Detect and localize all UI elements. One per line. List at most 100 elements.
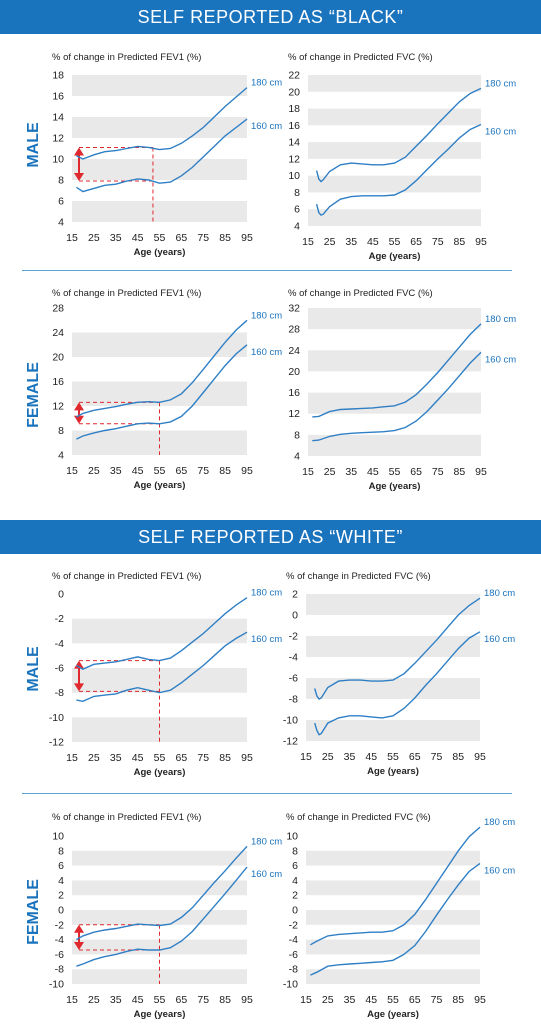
x-tick-label: 85: [452, 751, 464, 763]
x-tick-label: 45: [365, 751, 377, 763]
y-tick-label: -2: [55, 919, 64, 931]
x-tick-label: 95: [241, 994, 253, 1006]
y-tick-label: 6: [292, 860, 298, 872]
section-banner-black: SELF REPORTED AS “BLACK”: [0, 0, 541, 34]
y-tick-label: 2: [292, 589, 298, 601]
y-tick-label: -6: [55, 663, 64, 675]
y-tick-label: -4: [289, 652, 298, 664]
x-tick-label: 45: [132, 752, 144, 764]
x-tick-label: 55: [387, 994, 399, 1006]
grid-band: [306, 678, 480, 699]
y-tick-label: -10: [283, 715, 298, 727]
x-tick-label: 95: [475, 236, 487, 248]
difference-arrow-head-down: [74, 173, 84, 182]
y-tick-label: -12: [49, 737, 64, 749]
grid-band: [72, 850, 247, 866]
x-tick-label: 65: [176, 752, 188, 764]
x-tick-label: 65: [410, 466, 422, 478]
series-label: 160 cm: [485, 126, 516, 137]
series-line: [76, 118, 248, 193]
y-tick-label: -6: [289, 949, 298, 961]
series-line: [76, 87, 248, 160]
series-line: [76, 344, 248, 440]
grid-band: [72, 117, 247, 138]
y-tick-label: 12: [52, 133, 64, 145]
x-tick-label: 65: [176, 232, 188, 244]
x-tick-label: 25: [322, 751, 334, 763]
y-tick-label: 0: [292, 610, 298, 622]
y-tick-label: -6: [55, 949, 64, 961]
y-tick-label: 4: [294, 451, 300, 463]
y-tick-label: 10: [288, 170, 300, 182]
x-tick-label: 25: [88, 465, 100, 477]
series-line: [310, 826, 481, 946]
x-tick-label: 15: [66, 465, 78, 477]
y-tick-label: -8: [55, 964, 64, 976]
y-tick-label: -10: [283, 979, 298, 991]
series-label: 180 cm: [251, 836, 282, 847]
x-tick-label: 85: [219, 232, 231, 244]
x-tick-label: 35: [345, 466, 357, 478]
y-tick-label: 20: [52, 352, 64, 364]
y-tick-label: 24: [288, 345, 300, 357]
y-tick-label: -8: [289, 964, 298, 976]
x-tick-label: 25: [88, 994, 100, 1006]
x-tick-label: 95: [475, 466, 487, 478]
x-tick-label: 65: [410, 236, 422, 248]
x-tick-label: 55: [154, 994, 166, 1006]
y-tick-label: 8: [292, 845, 298, 857]
x-axis-label: Age (years): [369, 251, 421, 262]
y-tick-label: 10: [52, 154, 64, 166]
grid-band: [72, 668, 247, 693]
x-tick-label: 15: [302, 236, 314, 248]
y-tick-label: 14: [288, 137, 300, 149]
series-line: [314, 597, 481, 700]
y-tick-label: 8: [58, 845, 64, 857]
x-tick-label: 45: [132, 465, 144, 477]
chart-title: % of change in Predicted FVC (%): [286, 812, 431, 823]
grid-band: [308, 209, 481, 226]
x-tick-label: 15: [66, 752, 78, 764]
x-tick-label: 95: [241, 232, 253, 244]
difference-arrow-head-up: [74, 924, 84, 933]
x-tick-label: 35: [110, 232, 122, 244]
y-tick-label: 6: [58, 196, 64, 208]
x-tick-label: 85: [219, 465, 231, 477]
series-line: [76, 866, 248, 967]
x-tick-label: 95: [241, 465, 253, 477]
series-line: [315, 123, 482, 216]
difference-arrow-head-up: [74, 147, 84, 156]
x-tick-label: 25: [324, 236, 336, 248]
grid-band: [306, 594, 480, 615]
x-tick-label: 95: [241, 752, 253, 764]
x-tick-label: 15: [300, 751, 312, 763]
difference-arrow-head-up: [74, 402, 84, 411]
series-label: 160 cm: [251, 121, 282, 132]
grid-band: [72, 430, 247, 455]
y-tick-label: 8: [58, 425, 64, 437]
y-tick-label: 0: [292, 905, 298, 917]
series-label: 180 cm: [251, 588, 282, 599]
series-label: 160 cm: [484, 865, 515, 876]
grid-band: [308, 175, 481, 193]
x-tick-label: 35: [344, 751, 356, 763]
series-label: 180 cm: [484, 588, 515, 599]
x-tick-label: 25: [88, 752, 100, 764]
y-tick-label: -8: [55, 687, 64, 699]
x-tick-label: 85: [219, 994, 231, 1006]
x-tick-label: 15: [300, 994, 312, 1006]
y-tick-label: 8: [294, 429, 300, 441]
series-label: 160 cm: [251, 347, 282, 358]
x-tick-label: 85: [454, 236, 466, 248]
x-axis-label: Age (years): [134, 247, 186, 258]
x-tick-label: 75: [432, 236, 444, 248]
difference-arrow-head-down: [74, 683, 84, 692]
x-tick-label: 55: [387, 751, 399, 763]
x-tick-label: 15: [66, 232, 78, 244]
y-tick-label: -10: [49, 712, 64, 724]
y-tick-label: -2: [55, 613, 64, 625]
y-tick-label: 20: [288, 86, 300, 98]
section-banner-title: SELF REPORTED AS “BLACK”: [137, 6, 404, 27]
section-divider: [22, 793, 512, 794]
